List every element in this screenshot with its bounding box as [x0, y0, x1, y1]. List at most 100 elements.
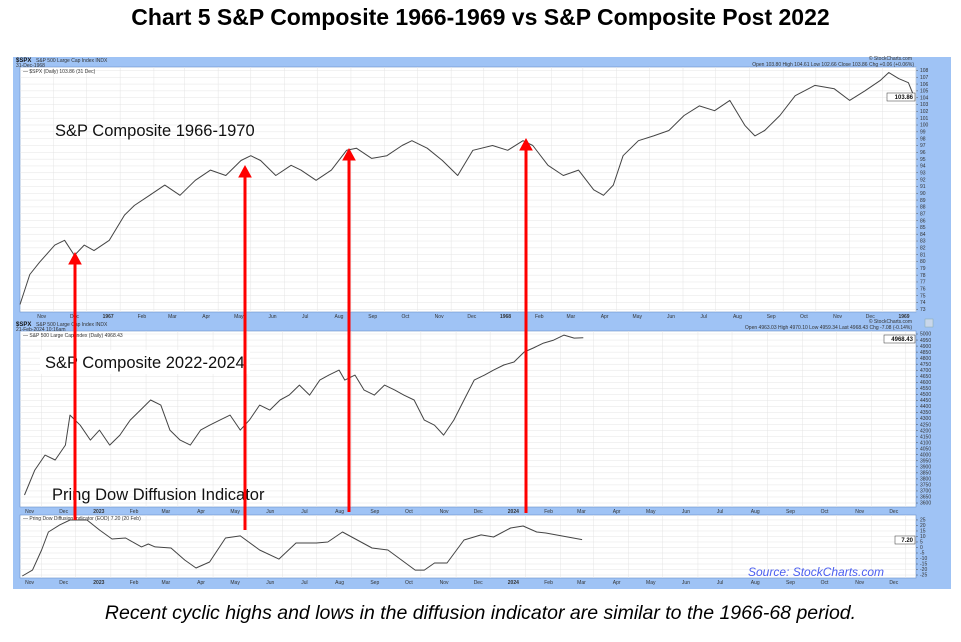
middle-y-tick-label: 4150 — [920, 434, 931, 440]
top-y-tick-label: 80 — [920, 259, 926, 265]
chart-caption: Recent cyclic highs and lows in the diff… — [104, 602, 857, 624]
middle-watermark: © StockCharts.com — [869, 318, 912, 325]
middle-x-tick-label: 2024 — [508, 509, 519, 515]
middle-y-tick-label: 3700 — [920, 489, 931, 495]
middle-x-tick-label: Aug — [751, 509, 760, 515]
top-x-tick-label: Jun — [667, 314, 675, 320]
bottom-x-tick-label: 2024 — [508, 580, 519, 586]
top-symbol: $SPX — [16, 58, 31, 64]
middle-y-tick-label: 3750 — [920, 483, 931, 489]
middle-symbol: $SPX — [16, 322, 31, 328]
top-x-tick-label: 1968 — [500, 314, 511, 320]
top-y-tick-label: 102 — [920, 109, 929, 115]
bottom-y-tick-label: 0 — [920, 545, 923, 551]
bottom-x-tick-label: Aug — [335, 580, 344, 586]
top-x-tick-label: Mar — [168, 314, 177, 320]
bottom-y-tick-label: 5 — [920, 540, 923, 546]
middle-x-tick-label: Sep — [786, 509, 795, 515]
bottom-x-tick-label: Dec — [474, 580, 483, 586]
middle-x-tick-label: Oct — [821, 509, 829, 515]
middle-x-tick-label: Nov — [855, 509, 864, 515]
middle-y-tick-label: 4000 — [920, 452, 931, 458]
middle-y-tick-label: 4450 — [920, 398, 931, 404]
top-x-tick-label: May — [633, 314, 643, 320]
middle-y-tick-label: 4050 — [920, 446, 931, 452]
middle-name: S&P 500 Large Cap Index INDX — [36, 322, 108, 328]
middle-x-tick-label: Jun — [266, 509, 274, 515]
top-y-tick-label: 95 — [920, 157, 926, 163]
top-last-value: 103.86 — [895, 95, 914, 101]
top-panel — [19, 66, 917, 313]
top-y-tick-label: 73 — [920, 307, 926, 313]
top-series-line — [19, 72, 916, 305]
top-x-tick-label: Sep — [368, 314, 377, 320]
arrow-4-head — [519, 137, 533, 151]
top-y-tick-label: 79 — [920, 266, 926, 272]
bottom-y-tick-label: 20 — [920, 523, 926, 529]
middle-y-tick-label: 3850 — [920, 471, 931, 477]
middle-x-tick-label: Aug — [335, 509, 344, 515]
bottom-x-tick-label: Sep — [370, 580, 379, 586]
bottom-y-tick-label: 15 — [920, 529, 926, 535]
middle-y-tick-label: 3950 — [920, 458, 931, 464]
middle-y-tick-label: 4850 — [920, 350, 931, 356]
top-y-tick-label: 87 — [920, 211, 926, 217]
middle-x-tick-label: Nov — [25, 509, 34, 515]
middle-y-tick-label: 4550 — [920, 386, 931, 392]
bottom-x-tick-label: Oct — [405, 580, 413, 586]
top-y-tick-label: 75 — [920, 293, 926, 299]
top-y-tick-label: 77 — [920, 280, 926, 286]
top-x-tick-label: Jul — [700, 314, 706, 320]
top-y-tick-label: 82 — [920, 246, 926, 252]
middle-y-tick-label: 4900 — [920, 344, 931, 350]
bottom-x-tick-label: 2023 — [93, 580, 104, 586]
middle-x-tick-label: 2023 — [93, 509, 104, 515]
middle-x-tick-label: May — [646, 509, 656, 515]
top-x-tick-label: Dec — [866, 314, 875, 320]
middle-legend: — S&P 500 Large Cap Index (Daily) 4968.4… — [23, 333, 123, 339]
middle-y-tick-label: 4100 — [920, 440, 931, 446]
middle-series-line — [24, 334, 584, 496]
middle-y-tick-label: 3800 — [920, 477, 931, 483]
top-y-tick-label: 105 — [920, 89, 929, 95]
bottom-y-tick-label: -15 — [920, 562, 927, 568]
middle-x-tick-label: Mar — [577, 509, 586, 515]
top-y-tick-label: 91 — [920, 184, 926, 190]
middle-x-tick-label: Jul — [301, 509, 307, 515]
top-y-tick-label: 100 — [920, 123, 929, 129]
middle-y-tick-label: 4750 — [920, 362, 931, 368]
middle-x-tick-label: Oct — [405, 509, 413, 515]
top-y-tick-label: 99 — [920, 130, 926, 136]
top-y-tick-label: 98 — [920, 136, 926, 142]
source-label: Source: StockCharts.com — [748, 565, 884, 579]
trash-icon[interactable] — [924, 318, 934, 328]
arrow-3-head — [342, 147, 356, 161]
middle-x-tick-label: May — [230, 509, 240, 515]
top-x-tick-label: Nov — [435, 314, 444, 320]
top-y-tick-label: 81 — [920, 252, 926, 258]
top-x-tick-label: Aug — [733, 314, 742, 320]
bottom-y-tick-label: -25 — [920, 573, 927, 579]
annotation-top: S&P Composite 1966-1970 — [55, 122, 255, 140]
bottom-x-tick-label: Jul — [301, 580, 307, 586]
top-x-tick-label: Nov — [833, 314, 842, 320]
bottom-y-tick-label: -20 — [920, 567, 927, 573]
middle-date: 21-Feb-2024 10:16am — [16, 327, 65, 333]
top-date: 31-Dec-1968 — [16, 63, 45, 69]
top-y-tick-label: 85 — [920, 225, 926, 231]
bottom-x-tick-label: May — [646, 580, 656, 586]
middle-x-tick-label: Dec — [474, 509, 483, 515]
bottom-x-tick-label: Aug — [751, 580, 760, 586]
arrow-2-head — [238, 164, 252, 178]
bottom-x-tick-label: Apr — [613, 580, 621, 586]
top-y-tick-label: 101 — [920, 116, 929, 122]
top-x-tick-label: Nov — [37, 314, 46, 320]
middle-y-tick-label: 5000 — [920, 332, 931, 338]
bottom-x-tick-label: Mar — [577, 580, 586, 586]
middle-y-tick-label: 4800 — [920, 356, 931, 362]
top-x-tick-label: Feb — [138, 314, 147, 320]
top-y-tick-label: 83 — [920, 239, 926, 245]
bottom-last-value: 7.20 — [901, 538, 913, 544]
top-y-tick-label: 74 — [920, 300, 926, 306]
bottom-y-tick-label: -5 — [920, 551, 925, 557]
